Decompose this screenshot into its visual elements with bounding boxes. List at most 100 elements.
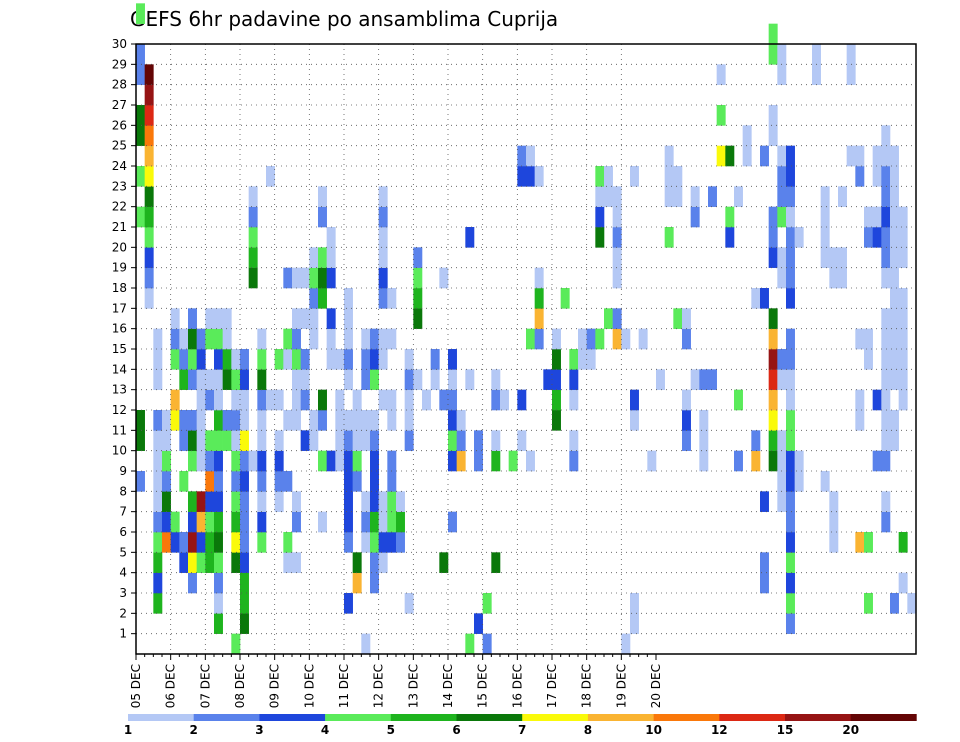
colorbar-label: 7	[518, 723, 526, 737]
heatmap-cell	[214, 328, 223, 350]
y-tick-label: 17	[112, 301, 127, 315]
heatmap-cell	[465, 369, 475, 390]
heatmap-cell	[370, 410, 379, 431]
heatmap-cell	[326, 267, 336, 289]
heatmap-cell	[240, 389, 249, 411]
heatmap-cell	[612, 247, 622, 268]
heatmap-cell	[604, 166, 613, 187]
heatmap-cell	[768, 227, 778, 248]
heatmap-cell	[872, 227, 882, 248]
heatmap-cell	[292, 410, 301, 431]
heatmap-cell	[430, 349, 440, 370]
heatmap-cell	[578, 349, 587, 370]
heatmap-cell	[318, 186, 327, 207]
heatmap-cell	[760, 288, 769, 309]
x-tick-label: 15 DEC	[476, 664, 490, 708]
heatmap-cell	[621, 328, 631, 350]
heatmap-cell	[456, 410, 466, 431]
heatmap-cell	[872, 450, 882, 472]
x-tick-label: 09 DEC	[268, 664, 282, 708]
x-tick-label: 18 DEC	[580, 664, 594, 708]
heatmap-cell	[864, 349, 873, 370]
heatmap-cell	[378, 552, 388, 573]
heatmap-cell	[768, 247, 778, 268]
heatmap-cell	[855, 328, 865, 350]
heatmap-cell	[794, 471, 804, 492]
heatmap-cell	[162, 450, 171, 472]
heatmap-cell	[448, 410, 457, 431]
heatmap-cell	[786, 145, 795, 167]
heatmap-cell	[682, 308, 691, 329]
heatmap-cell	[292, 349, 301, 370]
heatmap-cell	[274, 389, 284, 411]
heatmap-cell	[742, 145, 752, 167]
heatmap-cell	[491, 369, 501, 390]
heatmap-cell	[170, 511, 180, 533]
y-tick-label: 11	[112, 423, 127, 437]
heatmap-cell	[387, 471, 397, 492]
y-tick-label: 28	[112, 78, 127, 92]
heatmap-cell	[136, 64, 145, 85]
heatmap-cell	[162, 511, 171, 533]
heatmap-cell	[179, 552, 189, 573]
heatmap-cell	[222, 410, 232, 431]
colorbar-label: 20	[842, 723, 859, 737]
heatmap-cell	[725, 227, 735, 248]
heatmap-cell	[838, 247, 847, 268]
heatmap-cell	[630, 593, 639, 614]
heatmap-cell	[786, 267, 795, 289]
heatmap-cell	[534, 288, 544, 309]
heatmap-cell	[179, 369, 189, 390]
heatmap-cell	[231, 532, 241, 553]
heatmap-cell	[586, 349, 596, 370]
heatmap-cell	[872, 389, 882, 411]
x-tick-label: 06 DEC	[164, 664, 178, 708]
heatmap-cell	[309, 288, 319, 309]
heatmap-cell	[448, 389, 457, 411]
colorbar-swatch	[325, 714, 392, 721]
heatmap-cell	[777, 247, 787, 268]
heatmap-cell	[335, 389, 345, 411]
heatmap-cell	[786, 166, 795, 187]
heatmap-cell	[612, 308, 622, 329]
heatmap-cell	[898, 247, 908, 268]
y-tick-label: 4	[119, 566, 127, 580]
heatmap-cell	[387, 410, 397, 431]
heatmap-cell	[370, 450, 379, 472]
heatmap-cell	[673, 166, 683, 187]
colorbar-swatch	[850, 714, 917, 721]
heatmap-cell	[881, 328, 891, 350]
heatmap-cell	[786, 328, 795, 350]
heatmap-cell	[474, 450, 483, 472]
heatmap-cell	[794, 227, 804, 248]
heatmap-cell	[335, 349, 345, 370]
heatmap-cell	[378, 227, 388, 248]
heatmap-cell	[283, 349, 293, 370]
heatmap-cell	[196, 369, 206, 390]
heatmap-cell	[231, 491, 241, 512]
heatmap-cell	[881, 389, 891, 411]
heatmap-cell	[404, 369, 414, 390]
heatmap-cell	[890, 430, 899, 451]
heatmap-cell	[283, 410, 293, 431]
heatmap-cell	[881, 247, 891, 268]
heatmap-cell	[612, 267, 622, 289]
heatmap-cell	[482, 633, 492, 655]
heatmap-cell	[422, 389, 431, 411]
heatmap-cell	[257, 328, 267, 350]
heatmap-cell	[404, 410, 414, 431]
heatmap-cell	[240, 511, 249, 533]
heatmap-cell	[370, 430, 379, 451]
heatmap-cell	[240, 552, 249, 573]
heatmap-cell	[162, 410, 171, 431]
heatmap-cell	[170, 349, 180, 370]
heatmap-cell	[222, 308, 232, 329]
heatmap-cell	[378, 288, 388, 309]
heatmap-cell	[196, 430, 206, 451]
heatmap-cell	[864, 227, 873, 248]
heatmap-cell	[222, 430, 232, 451]
heatmap-cell	[344, 450, 353, 472]
heatmap-cell	[768, 410, 778, 431]
heatmap-cell	[716, 145, 726, 167]
heatmap-cell	[890, 328, 899, 350]
